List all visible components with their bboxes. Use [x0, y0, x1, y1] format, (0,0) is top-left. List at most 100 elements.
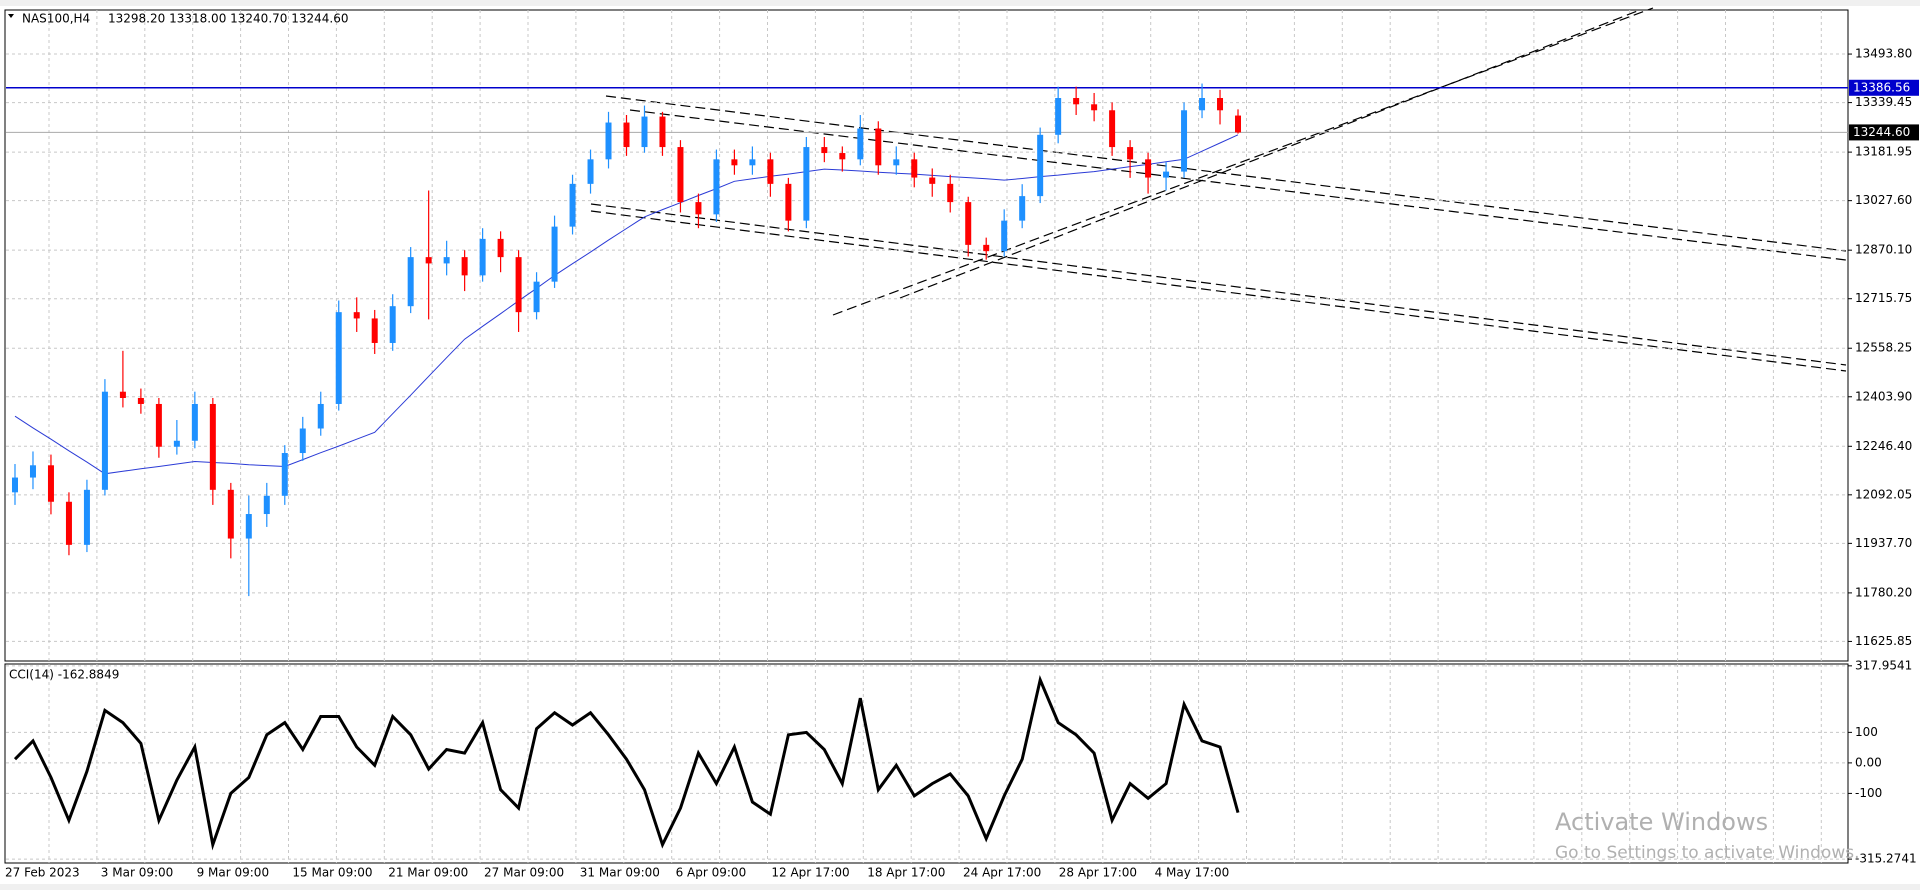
candle-body — [569, 183, 576, 227]
y-tick-label: 100 — [1855, 725, 1878, 739]
y-tick-label: 12870.10 — [1855, 243, 1912, 257]
x-tick-label: 24 Apr 17:00 — [963, 866, 1041, 880]
candle-body — [155, 403, 162, 447]
scrollbar — [0, 884, 1920, 890]
trendlines — [590, 7, 1847, 372]
y-tick-label: 12403.90 — [1855, 389, 1912, 403]
candle-body — [191, 403, 198, 441]
top-strip — [0, 0, 1920, 6]
candle-body — [1019, 196, 1026, 221]
y-tick-label: 11937.70 — [1855, 536, 1912, 550]
x-tick-label: 6 Apr 09:00 — [676, 866, 747, 880]
y-tick-label: 12246.40 — [1855, 439, 1912, 453]
x-tick-label: 27 Feb 2023 — [5, 866, 80, 880]
candle-body — [587, 159, 594, 184]
trendline — [590, 203, 1847, 366]
price-tag-label: 13244.60 — [1853, 125, 1910, 139]
candle-body — [551, 226, 558, 282]
candle-body — [965, 202, 972, 245]
y-tick-label: -315.2741 — [1855, 852, 1917, 866]
y-tick-label: 12715.75 — [1855, 291, 1912, 305]
x-tick-label: 3 Mar 09:00 — [101, 866, 174, 880]
candle-body — [821, 147, 828, 154]
x-tick-label: 15 Mar 09:00 — [292, 866, 372, 880]
menu-triangle[interactable] — [8, 14, 14, 18]
candle-body — [857, 128, 864, 160]
price-tag — [1849, 79, 1919, 96]
candle-body — [335, 312, 342, 404]
trendline — [629, 109, 1847, 261]
cci-frame — [4, 663, 1849, 864]
candle-body — [497, 238, 504, 258]
candle-body — [731, 159, 738, 166]
candle-body — [137, 397, 144, 404]
moving-average — [14, 134, 1239, 475]
x-tick-label: 18 Apr 17:00 — [867, 866, 945, 880]
vertical-grid — [48, 10, 1822, 863]
candle-body — [677, 147, 684, 203]
candle-body — [461, 257, 468, 276]
candle-body — [623, 122, 630, 148]
ohlc: 13298.20 13318.00 13240.70 13244.60 — [108, 12, 348, 26]
candle-body — [1163, 171, 1170, 178]
candle-body — [875, 128, 882, 166]
candle-body — [209, 403, 216, 490]
candle-body — [83, 489, 90, 545]
candle-body — [767, 159, 774, 184]
cci-label: CCI(14) -162.8849 — [9, 668, 119, 682]
candle-body — [893, 159, 900, 166]
candle-body — [317, 403, 324, 429]
price-tag — [1849, 124, 1919, 141]
candle-body — [1001, 220, 1008, 252]
candle-body — [173, 440, 180, 447]
candle-body — [695, 202, 702, 215]
candle-body — [119, 391, 126, 398]
candle-body — [263, 495, 270, 515]
x-tick-label: 21 Mar 09:00 — [388, 866, 468, 880]
x-tick-label: 31 Mar 09:00 — [580, 866, 660, 880]
trendline — [605, 95, 1847, 252]
candle-body — [353, 312, 360, 319]
watermark-subtitle: Go to Settings to activate Windows. — [1555, 843, 1860, 863]
x-tick-label: 4 May 17:00 — [1155, 866, 1230, 880]
candle-body — [245, 514, 252, 539]
candle-body — [47, 465, 54, 502]
candle-body — [371, 318, 378, 343]
candle-body — [605, 122, 612, 160]
candle-body — [389, 306, 396, 343]
candle-body — [515, 257, 522, 313]
x-tick-label: 12 Apr 17:00 — [771, 866, 849, 880]
y-tick-label: 0.00 — [1855, 755, 1882, 769]
candle-body — [425, 257, 432, 264]
candle-body — [641, 116, 648, 148]
candle-body — [839, 153, 846, 160]
y-tick-label: 11780.20 — [1855, 585, 1912, 599]
candle-body — [785, 183, 792, 221]
candle-body — [1145, 159, 1152, 178]
candle-body — [749, 159, 756, 166]
watermark-title: Activate Windows — [1555, 808, 1768, 836]
candle-body — [1091, 104, 1098, 111]
y-tick-label: 11625.85 — [1855, 634, 1912, 648]
candle-body — [29, 465, 36, 478]
candle-body — [407, 257, 414, 307]
candle-body — [983, 244, 990, 252]
candle-body — [1109, 110, 1116, 148]
y-tick-label: 13181.95 — [1855, 145, 1912, 159]
candle-body — [299, 428, 306, 454]
candle-body — [1199, 98, 1206, 111]
y-tick-label: 13339.45 — [1855, 95, 1912, 109]
candle-body — [1235, 115, 1242, 133]
price-tag-label: 13386.56 — [1853, 80, 1910, 94]
candle-body — [443, 257, 450, 264]
candle-body — [227, 489, 234, 539]
y-tick-label: 12558.25 — [1855, 341, 1912, 355]
candle-body — [533, 281, 540, 313]
y-tick-label: 13027.60 — [1855, 193, 1912, 207]
candle-body — [713, 159, 720, 215]
symbol: NAS100,H4 — [22, 12, 90, 26]
candle-body — [929, 177, 936, 184]
y-tick-label: 13493.80 — [1855, 47, 1912, 61]
